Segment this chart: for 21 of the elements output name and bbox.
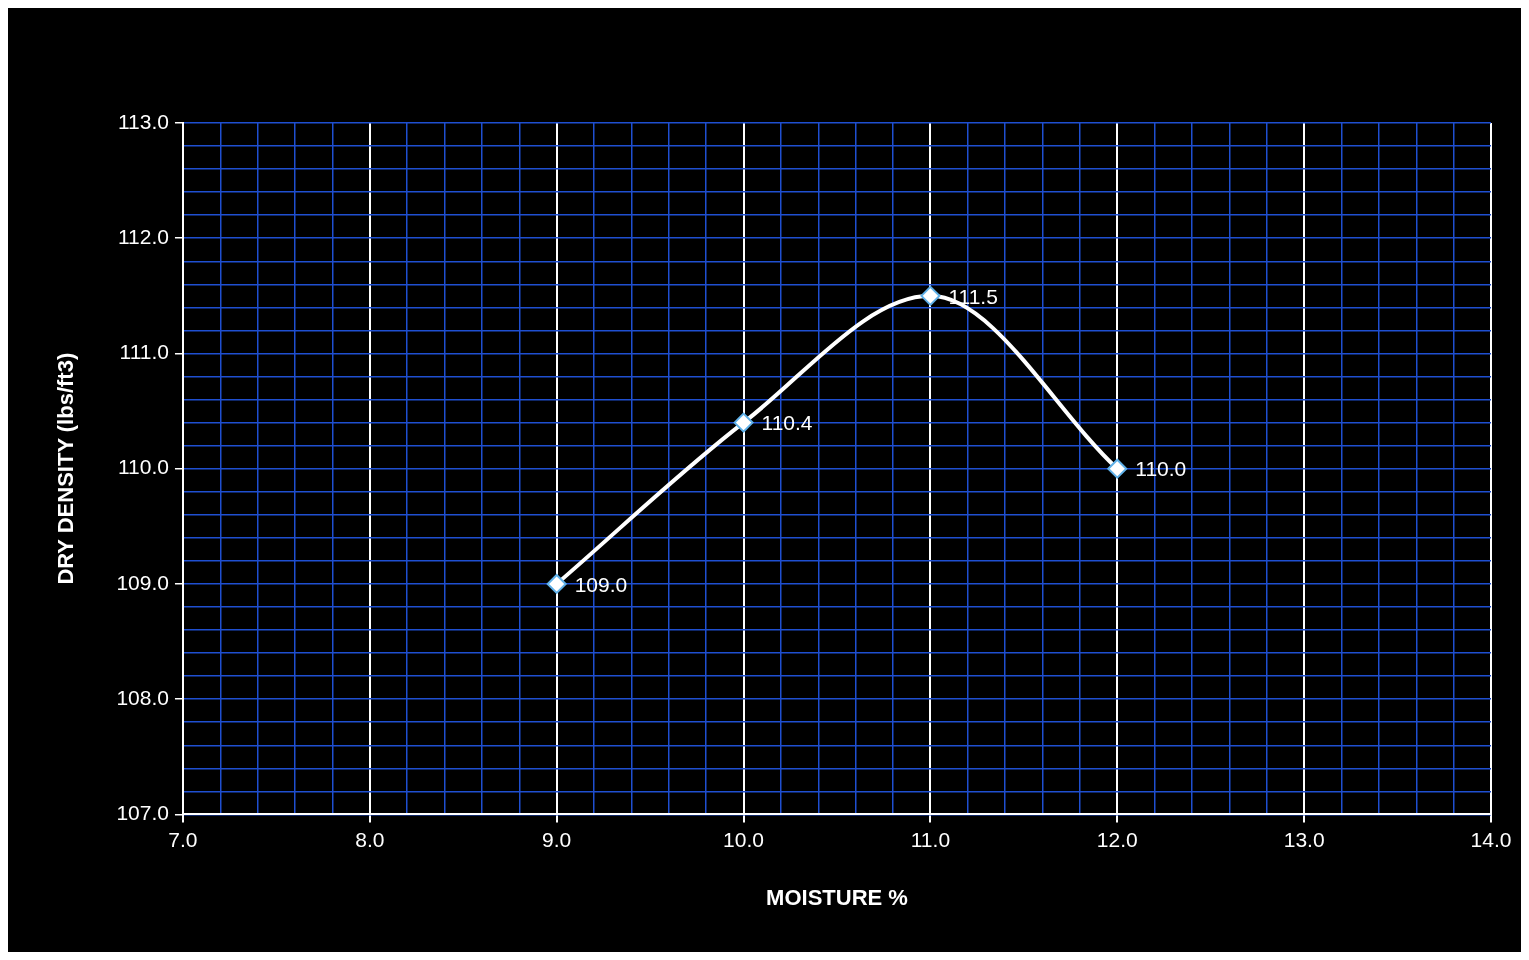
x-tick-label: 12.0	[1096, 827, 1138, 851]
y-tick-label: 113.0	[117, 109, 169, 133]
x-tick-label: 8.0	[355, 827, 385, 851]
x-tick-label: 10.0	[723, 827, 764, 851]
point	[920, 285, 941, 306]
x-tick-label: 11.0	[910, 827, 951, 851]
point	[546, 573, 567, 594]
y-tick-label: 109.0	[116, 570, 169, 594]
x-tick-label: 7.0	[168, 827, 198, 851]
x-tick-label: 13.0	[1283, 827, 1325, 851]
y-tick-label: 108.0	[116, 685, 169, 709]
point	[1107, 458, 1128, 479]
y-axis-title: DRY DENSITY (lbs/ft3)	[53, 352, 79, 585]
y-tick-label: 111.0	[119, 340, 169, 364]
y-tick-label: 112.0	[117, 225, 169, 249]
point	[733, 412, 754, 433]
y-tick-label: 110.0	[117, 455, 169, 479]
x-tick-label: 9.0	[542, 827, 572, 851]
y-tick-label: 107.0	[116, 801, 169, 825]
x-tick-label: 14.0	[1470, 827, 1512, 851]
x-axis-title: MOISTURE %	[766, 884, 908, 910]
